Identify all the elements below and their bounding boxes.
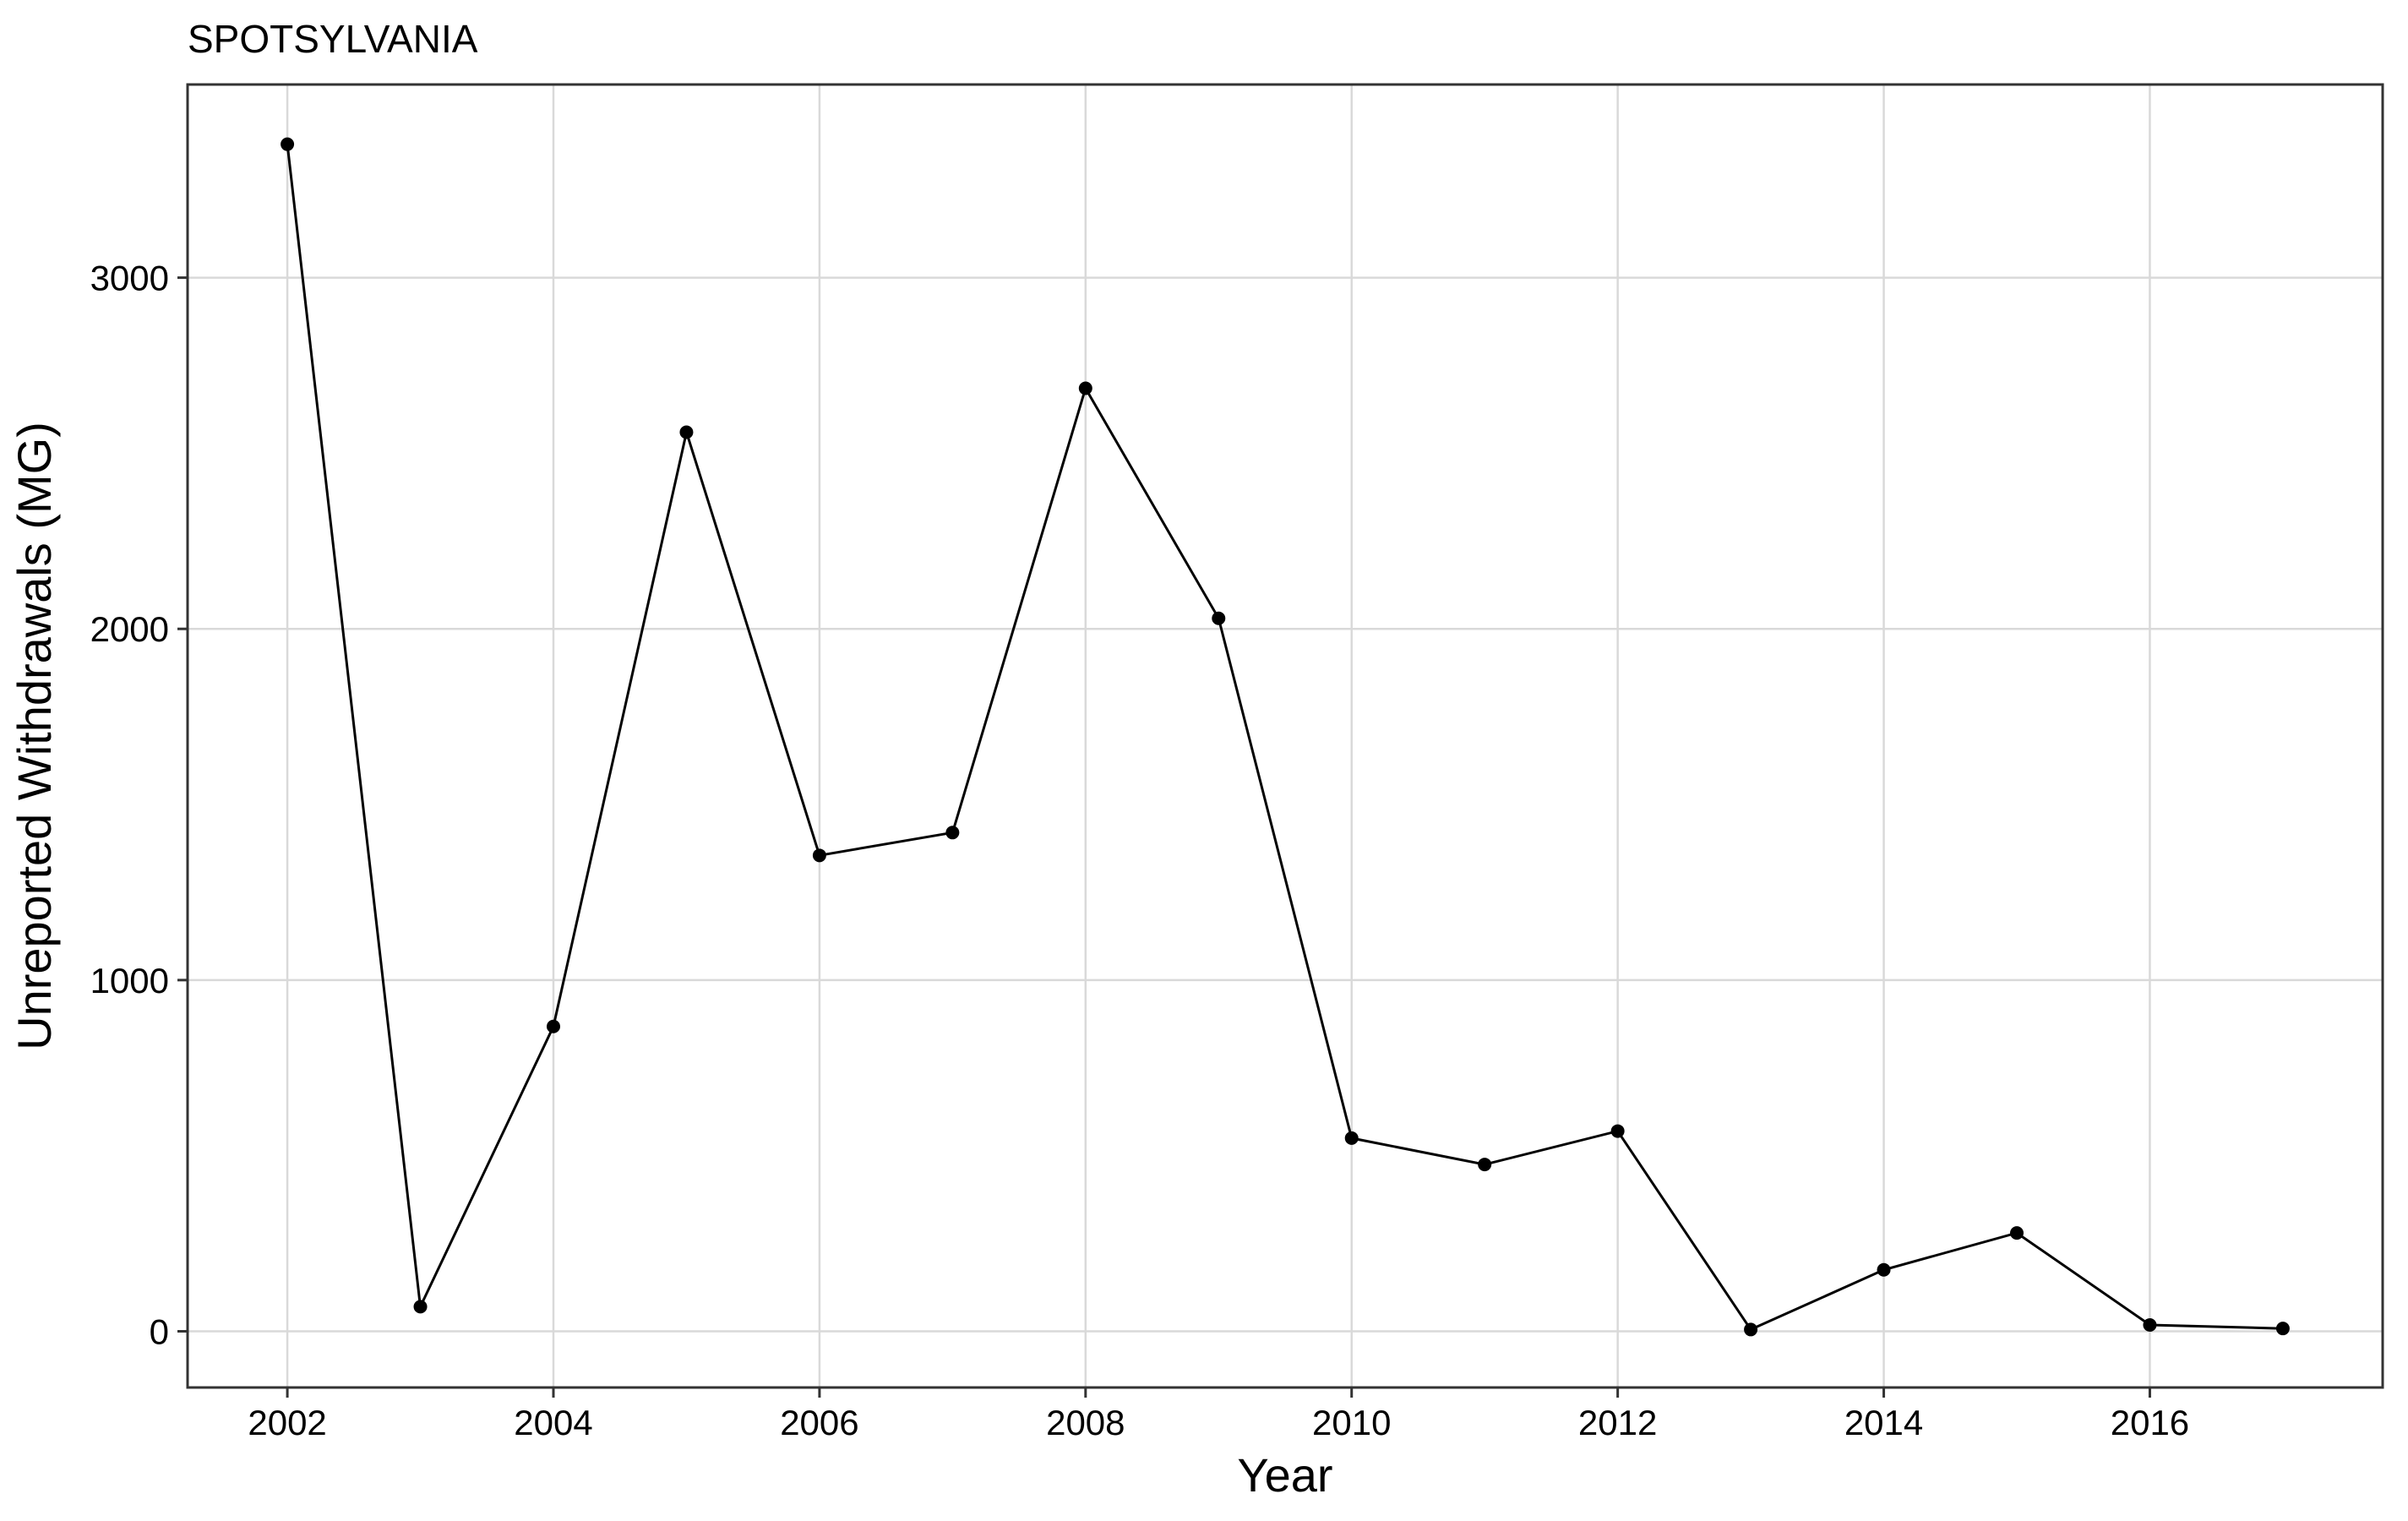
- data-point: [2275, 1322, 2290, 1336]
- data-point: [547, 1019, 560, 1033]
- x-tick-label: 2006: [780, 1403, 858, 1442]
- data-point: [2010, 1226, 2024, 1240]
- x-tick-label: 2010: [1312, 1403, 1391, 1442]
- data-point: [1212, 611, 1226, 625]
- data-point: [679, 425, 694, 439]
- data-point: [1610, 1124, 1625, 1138]
- x-tick-label: 2004: [514, 1403, 592, 1442]
- data-point: [1744, 1322, 1758, 1337]
- data-point: [1877, 1262, 1891, 1277]
- data-point: [2143, 1318, 2157, 1333]
- axes: 2002 2004 2006 2008 2010 2012 2014 2016 0 1000 200…: [90, 259, 2190, 1442]
- y-tick-label: 0: [150, 1311, 169, 1351]
- data-point: [1478, 1158, 1492, 1172]
- x-tick-label: 2008: [1046, 1403, 1125, 1442]
- y-tick-label: 2000: [90, 609, 169, 649]
- grid-lines: [188, 84, 2383, 1387]
- x-axis-title: Year: [1237, 1448, 1332, 1502]
- x-tick-label: 2014: [1844, 1403, 1923, 1442]
- x-tick-label: 2016: [2111, 1403, 2189, 1442]
- data-point: [1344, 1131, 1359, 1145]
- data-point: [945, 826, 960, 840]
- chart-title: SPOTSYLVANIA: [188, 17, 478, 61]
- panel-border: [186, 83, 2384, 1389]
- data-point: [281, 137, 295, 151]
- data-point: [1078, 381, 1092, 395]
- series-line-layer: [286, 144, 2283, 1332]
- x-tick-label: 2012: [1578, 1403, 1657, 1442]
- data-point: [812, 848, 826, 863]
- data-point: [413, 1300, 428, 1314]
- series-line: [286, 144, 2283, 1332]
- x-tick-label: 2002: [248, 1403, 326, 1442]
- data-points: [281, 137, 2290, 1337]
- y-tick-label: 3000: [90, 259, 169, 298]
- y-tick-label: 1000: [90, 961, 169, 1000]
- y-axis-title: Unreported Withdrawals (MG): [8, 422, 61, 1050]
